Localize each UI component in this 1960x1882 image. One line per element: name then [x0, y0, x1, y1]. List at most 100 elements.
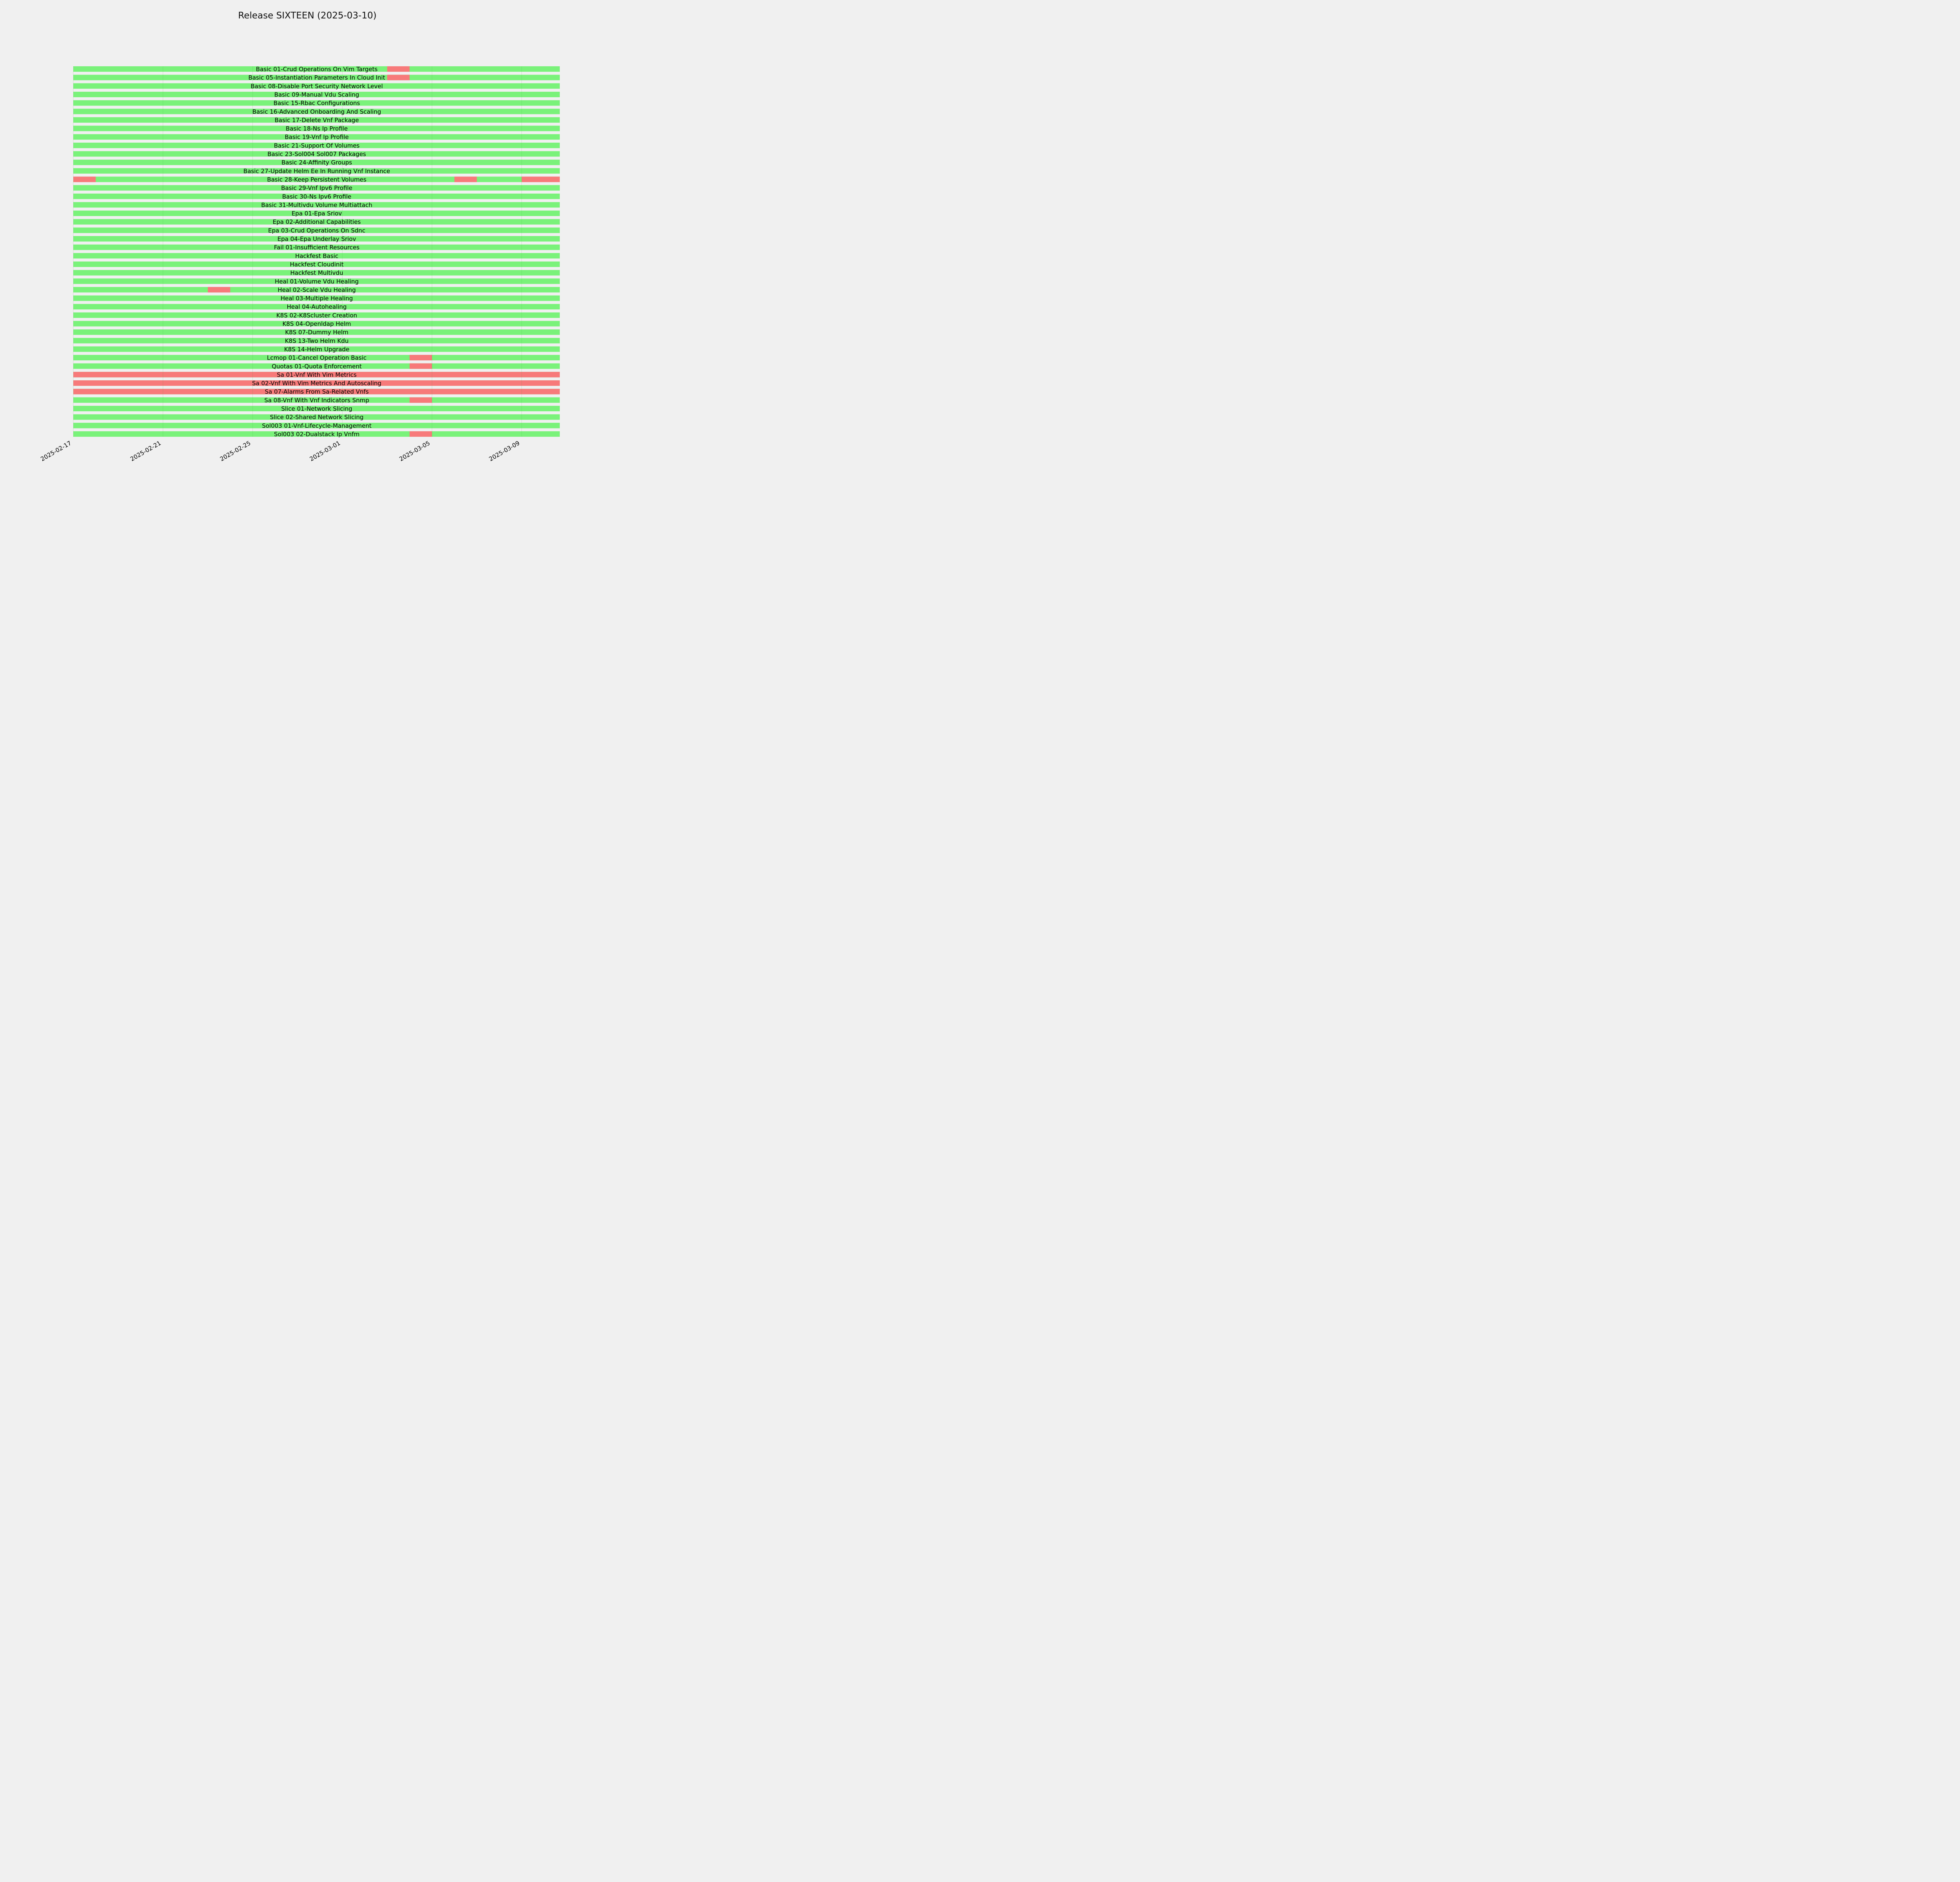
row-label: K8S 13-Two Helm Kdu	[285, 337, 349, 344]
pass-bar	[73, 160, 560, 165]
pass-bar	[73, 211, 560, 216]
fail-segment	[409, 431, 432, 437]
row-label: Slice 01-Network Slicing	[281, 405, 352, 412]
row-label: Basic 16-Advanced Onboarding And Scaling	[252, 108, 381, 115]
pass-bar	[73, 202, 560, 208]
row-label: Fail 01-Insufficient Resources	[274, 244, 359, 251]
pass-bar	[73, 176, 560, 182]
pass-bar	[73, 287, 560, 292]
pass-bar	[73, 414, 560, 420]
chart-figure: Release SIXTEEN (2025-03-10) Basic 01-Cr…	[0, 0, 615, 547]
row-label: Basic 19-Vnf Ip Profile	[285, 134, 348, 141]
row-label: Heal 01-Volume Vdu Healing	[275, 278, 359, 285]
fail-segment	[521, 176, 560, 182]
row-label: K8S 14-Helm Upgrade	[284, 346, 349, 353]
row-label: Basic 21-Support Of Volumes	[274, 142, 360, 149]
pass-bar	[73, 397, 560, 403]
row-labels-layer: Basic 01-Crud Operations On Vim TargetsB…	[243, 66, 390, 438]
row-label: Sa 08-Vnf With Vnf Indicators Snmp	[264, 397, 369, 404]
pass-bar	[73, 253, 560, 259]
pass-bar	[73, 363, 560, 369]
row-label: Hackfest Cloudinit	[290, 261, 344, 268]
row-label: Hackfest Basic	[295, 253, 338, 260]
pass-bar	[73, 83, 560, 89]
pass-bar	[73, 278, 560, 284]
pass-bar	[73, 346, 560, 352]
row-label: Basic 29-Vnf Ipv6 Profile	[281, 185, 352, 192]
pass-bar	[73, 193, 560, 199]
fail-segment	[73, 389, 560, 394]
row-label: Sa 02-Vnf With Vim Metrics And Autoscali…	[252, 380, 381, 387]
pass-bar	[73, 168, 560, 174]
row-label: Heal 03-Multiple Healing	[281, 295, 353, 302]
fail-segment	[387, 66, 410, 72]
row-label: Basic 08-Disable Port Security Network L…	[250, 83, 383, 90]
row-label: K8S 07-Dummy Helm	[285, 329, 348, 336]
pass-bar	[73, 151, 560, 157]
fail-segment	[387, 74, 410, 80]
row-label: Quotas 01-Quota Enforcement	[272, 363, 362, 370]
row-label: Basic 24-Affinity Groups	[281, 159, 352, 166]
row-label: Sa 01-Vnf With Vim Metrics	[277, 371, 357, 378]
row-label: Basic 01-Crud Operations On Vim Targets	[256, 66, 378, 73]
pass-bar	[73, 244, 560, 250]
row-label: Heal 04-Autohealing	[287, 303, 347, 311]
row-label: Sa 07-Alarms From Sa-Related Vnfs	[265, 388, 368, 395]
pass-bar	[73, 227, 560, 233]
pass-bar	[73, 100, 560, 106]
pass-bar	[73, 91, 560, 97]
pass-bar	[73, 312, 560, 318]
pass-bar	[73, 295, 560, 301]
row-label: Basic 27-Update Helm Ee In Running Vnf I…	[243, 167, 390, 174]
pass-bar	[73, 338, 560, 343]
pass-bar	[73, 117, 560, 123]
pass-bar	[73, 270, 560, 276]
row-label: Lcmop 01-Cancel Operation Basic	[267, 354, 367, 362]
fail-segment	[73, 380, 560, 386]
fail-segment	[73, 176, 96, 182]
grid-layer	[73, 66, 522, 437]
row-label: Basic 30-Ns Ipv6 Profile	[282, 193, 352, 200]
fail-segment	[454, 176, 477, 182]
pass-bar	[73, 219, 560, 225]
row-label: Basic 28-Keep Persistent Volumes	[267, 176, 367, 183]
pass-bar	[73, 423, 560, 429]
pass-bar	[73, 66, 560, 72]
pass-bar	[73, 142, 560, 148]
row-label: Epa 01-Epa Sriov	[292, 210, 342, 217]
row-label: Hackfest Multivdu	[290, 269, 343, 276]
row-label: Basic 15-Rbac Configurations	[274, 100, 360, 107]
row-label: Sol003 01-Vnf-Lifecycle-Management	[262, 422, 372, 429]
pass-bar	[73, 125, 560, 131]
chart-title: Release SIXTEEN (2025-03-10)	[238, 11, 376, 21]
bars-layer	[73, 66, 560, 437]
fail-segment	[409, 363, 432, 369]
row-label: Slice 02-Shared Network Slicing	[270, 414, 364, 421]
row-label: Sol003 02-Dualstack Ip Vnfm	[274, 431, 359, 438]
fail-segment	[73, 372, 560, 378]
pass-bar	[73, 355, 560, 361]
row-label: K8S 04-Openldap Helm	[282, 320, 351, 327]
row-label: Heal 02-Scale Vdu Healing	[278, 286, 356, 293]
fail-segment	[409, 397, 432, 403]
row-label: Basic 09-Manual Vdu Scaling	[274, 91, 359, 98]
pass-bar	[73, 406, 560, 411]
row-label: Basic 31-Multivdu Volume Multiattach	[261, 202, 372, 209]
pass-bar	[73, 236, 560, 242]
row-label: Basic 17-Delete Vnf Package	[274, 116, 359, 124]
fail-segment	[409, 355, 432, 361]
row-label: K8S 02-K8Scluster Creation	[276, 312, 357, 319]
pass-bar	[73, 74, 560, 80]
row-label: Epa 04-Epa Underlay Sriov	[278, 236, 356, 243]
pass-bar	[73, 109, 560, 114]
pass-bar	[73, 134, 560, 140]
pass-bar	[73, 329, 560, 335]
pass-bar	[73, 304, 560, 310]
row-label: Basic 18-Ns Ip Profile	[286, 125, 348, 132]
pass-bar	[73, 261, 560, 267]
row-label: Basic 23-Sol004 Sol007 Packages	[267, 151, 366, 158]
row-label: Epa 02-Additional Capabilities	[273, 218, 361, 225]
row-label: Basic 05-Instantiation Parameters In Clo…	[249, 74, 385, 81]
row-label: Epa 03-Crud Operations On Sdnc	[268, 227, 365, 234]
pass-bar	[73, 431, 560, 437]
